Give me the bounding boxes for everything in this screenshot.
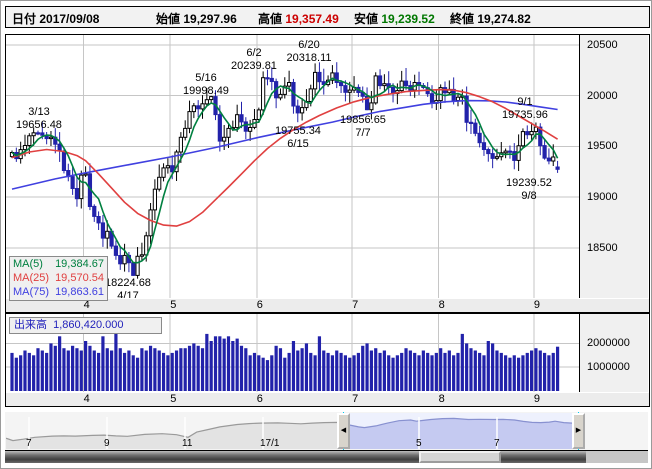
volume-tick-label: 2000000 bbox=[587, 337, 630, 350]
close-value: 19,274.82 bbox=[477, 12, 531, 26]
candlestick-chart: 3/13 19656.48 5/16 19998.496/2 20239.81 6/20 2… bbox=[6, 35, 579, 298]
volume-chart-area: 2000000 1000000 bbox=[5, 313, 650, 393]
ma-label: MA(5) bbox=[13, 258, 43, 270]
navigator-right-handle[interactable]: ▶ bbox=[572, 413, 585, 449]
svg-text:11: 11 bbox=[182, 438, 193, 449]
svg-text:18224.684/17: 18224.68 4/17 bbox=[105, 277, 151, 298]
month-label: 5 bbox=[170, 299, 177, 311]
volume-x-axis: 4 5 6 7 8 9 bbox=[5, 393, 650, 407]
ma-value: 19,384.67 bbox=[55, 258, 104, 270]
month-label: 4 bbox=[83, 393, 90, 405]
low-field: 安値 19,239.52 bbox=[354, 12, 435, 26]
ma-value: 19,570.54 bbox=[55, 272, 104, 284]
close-field: 終値 19,274.82 bbox=[450, 12, 531, 26]
date-label: 日付 2017/09/08 bbox=[12, 12, 100, 26]
month-label: 6 bbox=[256, 393, 263, 405]
volume-chart bbox=[6, 314, 579, 392]
month-label: 7 bbox=[352, 393, 359, 405]
ma-legend: MA(5) 19,384.67 MA(25) 19,570.54 MA(75) 19,86… bbox=[9, 256, 108, 301]
volume-tick-label: 1000000 bbox=[587, 361, 630, 374]
month-label: 6 bbox=[256, 299, 263, 311]
price-chart-area: 3/13 19656.48 5/16 19998.49 6/2 20239.81 6/20 2… bbox=[5, 34, 650, 301]
horizontal-scrollbar-thumb[interactable] bbox=[419, 451, 501, 463]
date-value: 2017/09/08 bbox=[39, 12, 100, 26]
volume-legend-value: 1,860,420.000 bbox=[53, 319, 124, 331]
high-field: 高値 19,357.49 bbox=[258, 12, 339, 26]
open-value: 19,297.96 bbox=[183, 12, 237, 26]
svg-text:19856.657/7: 19856.65 7/7 bbox=[340, 114, 386, 139]
volume-y-axis: 2000000 1000000 bbox=[579, 314, 648, 392]
quote-bar: 日付 2017/09/08 始値 19,297.96 高値 19,357.49 … bbox=[5, 6, 650, 28]
month-label: 9 bbox=[533, 299, 541, 311]
volume-legend: 出来高 1,860,420.000 bbox=[9, 317, 162, 334]
month-label: 9 bbox=[533, 393, 541, 405]
svg-text:19755.346/15: 19755.34 6/15 bbox=[275, 125, 321, 150]
svg-text:9: 9 bbox=[104, 438, 110, 449]
ma-legend-row: MA(25) 19,570.54 bbox=[10, 271, 107, 285]
price-tick-label: 18500 bbox=[587, 241, 618, 254]
price-x-axis: 4 5 6 7 8 9 bbox=[5, 299, 650, 313]
volume-legend-label: 出来高 bbox=[14, 319, 47, 331]
month-label: 4 bbox=[83, 299, 90, 311]
scrollbar-end-cap bbox=[586, 450, 648, 463]
ma-value: 19,863.61 bbox=[55, 286, 104, 298]
month-label: 8 bbox=[438, 299, 445, 311]
svg-text:7: 7 bbox=[26, 438, 32, 449]
right-arrow-icon: ▶ bbox=[575, 427, 582, 434]
horizontal-scrollbar-track[interactable] bbox=[5, 450, 586, 463]
svg-text:19239.529/8: 19239.52 9/8 bbox=[506, 177, 552, 202]
svg-text:7: 7 bbox=[494, 438, 500, 449]
price-y-axis: 20500 20000 19500 19000 18500 bbox=[579, 35, 648, 298]
low-value: 19,239.52 bbox=[381, 12, 435, 26]
svg-text:5: 5 bbox=[416, 438, 422, 449]
ma-legend-row: MA(5) 19,384.67 bbox=[10, 257, 107, 271]
month-label: 5 bbox=[170, 393, 177, 405]
month-label: 8 bbox=[438, 393, 445, 405]
ma-label: MA(75) bbox=[13, 286, 50, 298]
high-value: 19,357.49 bbox=[285, 12, 339, 26]
price-tick-label: 19000 bbox=[587, 191, 618, 204]
price-tick-label: 20500 bbox=[587, 38, 618, 51]
price-tick-label: 20000 bbox=[587, 89, 618, 102]
svg-text:17/1: 17/1 bbox=[260, 438, 280, 449]
navigator-left-handle[interactable]: ◀ bbox=[337, 413, 350, 449]
open-field: 始値 19,297.96 bbox=[156, 12, 237, 26]
ma-label: MA(25) bbox=[13, 272, 50, 284]
price-tick-label: 19500 bbox=[587, 140, 618, 153]
month-label: 7 bbox=[352, 299, 359, 311]
ma-legend-row: MA(75) 19,863.61 bbox=[10, 285, 107, 299]
left-arrow-icon: ◀ bbox=[340, 427, 347, 434]
